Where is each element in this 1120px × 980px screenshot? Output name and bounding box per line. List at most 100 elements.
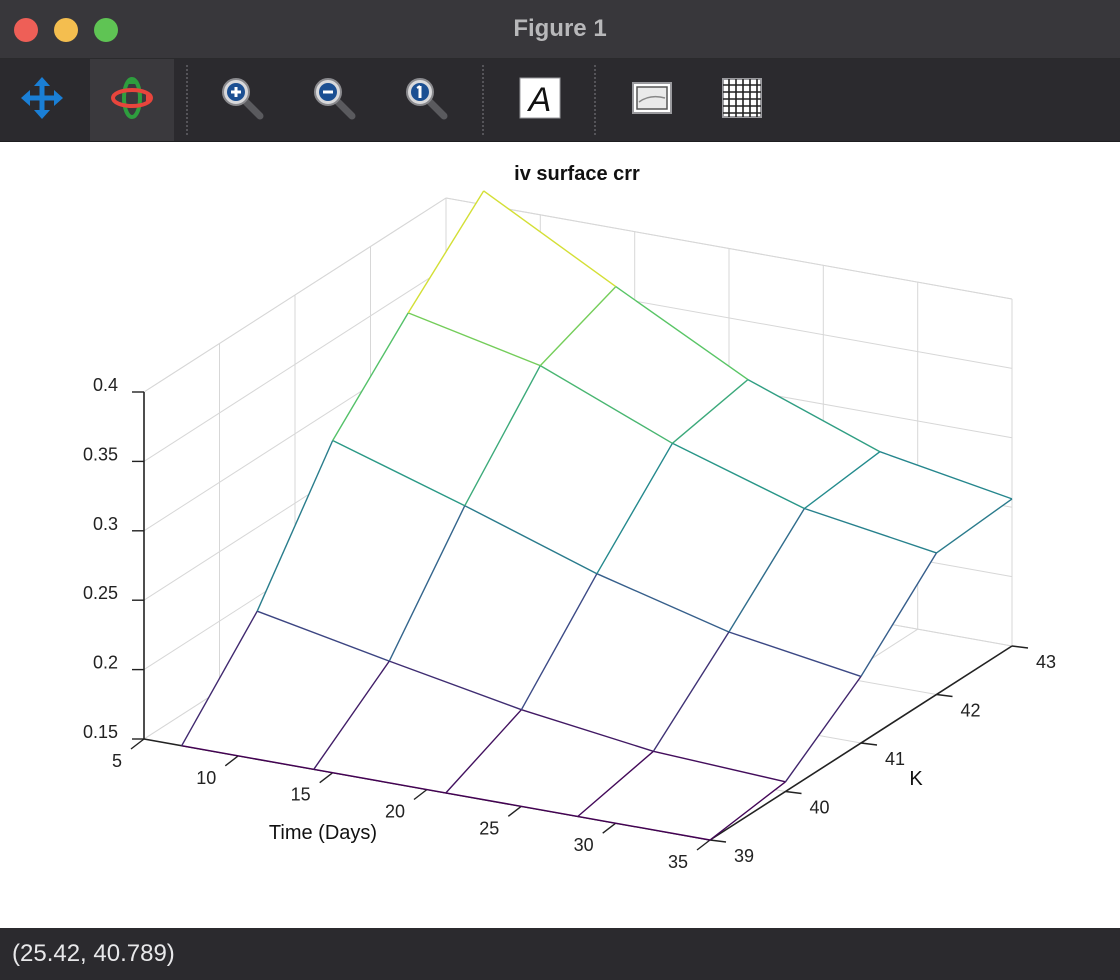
surface-chart[interactable]: iv surface crr 0.15 0.2 0.25 0.3 0.35 0.4 5 10 1… — [0, 142, 1120, 928]
mesh-edge — [596, 442, 674, 575]
surface-mesh — [181, 190, 1013, 841]
title-bar: Figure 1 — [0, 0, 1120, 59]
surface-face — [540, 286, 748, 444]
y-tick-label: 39 — [734, 846, 754, 866]
text-button[interactable]: A — [498, 59, 582, 141]
pan-button[interactable] — [0, 59, 84, 141]
zoom-out-icon — [310, 74, 358, 127]
mesh-edge — [709, 781, 786, 841]
mesh-edge — [539, 286, 617, 367]
maximize-window-button[interactable] — [94, 18, 118, 42]
mesh-edge — [728, 508, 805, 633]
mesh-edge — [332, 439, 466, 507]
toolbar-separator — [482, 65, 484, 135]
mesh-edge — [879, 451, 1013, 500]
plot-area[interactable]: iv surface crr 0.15 0.2 0.25 0.3 0.35 0.4 5 10 1… — [0, 142, 1120, 928]
mesh-edge — [596, 573, 730, 633]
surface-face — [804, 451, 1012, 553]
x-tick — [130, 738, 145, 750]
box-edge — [143, 197, 447, 393]
x-tick-label: 30 — [574, 835, 594, 855]
x-tick — [507, 805, 522, 817]
surface-face — [728, 508, 937, 677]
x-tick — [224, 755, 239, 767]
mesh-edge — [256, 440, 334, 612]
mesh-edge — [389, 660, 522, 711]
mesh-edge — [483, 190, 617, 288]
x-tick-label: 15 — [291, 785, 311, 805]
mesh-edge — [804, 507, 937, 554]
toolbar-separator — [594, 65, 596, 135]
zoom-in-button[interactable] — [200, 59, 284, 141]
mesh-edge — [577, 750, 654, 817]
surface-face — [464, 365, 673, 574]
mesh-edge — [181, 745, 314, 770]
axes-box-icon — [630, 76, 674, 125]
rotate-button[interactable] — [90, 59, 174, 141]
surface-face — [332, 312, 541, 506]
status-bar: (25.42, 40.789) — [0, 928, 1120, 980]
surface-face — [389, 505, 597, 710]
pan-arrows-icon — [20, 76, 64, 125]
minimize-window-button[interactable] — [54, 18, 78, 42]
x-tick-label: 25 — [479, 818, 499, 838]
mesh-edge — [407, 312, 541, 367]
surface-face — [313, 661, 522, 793]
zoom-reset-icon — [402, 74, 450, 127]
mesh-edge — [577, 815, 711, 841]
axes-button[interactable] — [610, 59, 694, 141]
mesh-edge — [313, 660, 390, 770]
surface-face — [521, 573, 729, 752]
z-tick-label: 0.35 — [83, 444, 118, 464]
mesh-edge — [332, 312, 409, 441]
x-tick-label: 5 — [112, 751, 122, 771]
mesh-edge — [181, 610, 258, 747]
figure-toolbar: A — [0, 59, 1120, 142]
y-tick — [860, 742, 878, 746]
mesh-edge — [653, 750, 786, 783]
zoom-in-icon — [218, 74, 266, 127]
mesh-edge — [464, 365, 541, 507]
cursor-coordinates: (25.42, 40.789) — [12, 940, 175, 967]
mesh-edge — [521, 709, 654, 752]
z-tick-label: 0.2 — [93, 653, 118, 673]
zoom-reset-button[interactable] — [384, 59, 468, 141]
y-tick-label: 42 — [961, 701, 981, 721]
mesh-edge — [860, 552, 938, 677]
surface-face — [408, 190, 616, 366]
y-tick-label: 41 — [885, 749, 905, 769]
surface-face — [596, 443, 805, 632]
mesh-edge — [784, 675, 862, 783]
x-tick — [413, 788, 428, 801]
x-axis-label: Time (Days) — [269, 822, 377, 844]
mesh-edge — [313, 768, 447, 794]
close-window-button[interactable] — [14, 18, 38, 42]
z-tick-label: 0.4 — [93, 375, 118, 395]
x-tick-label: 10 — [196, 768, 216, 788]
surface-face — [257, 440, 465, 662]
z-tick-label: 0.3 — [93, 514, 118, 534]
y-tick — [936, 693, 953, 698]
surface-face — [577, 751, 786, 840]
y-axis-label: K — [909, 768, 923, 790]
mesh-edge — [520, 573, 598, 711]
mesh-edge — [407, 190, 485, 314]
y-tick-label: 40 — [810, 798, 830, 818]
mesh-edge — [652, 631, 730, 752]
mesh-edge — [728, 631, 862, 678]
text-a-icon: A — [518, 76, 562, 125]
chart-title: iv surface crr — [514, 163, 640, 185]
y-tick — [709, 839, 727, 843]
x-tick-label: 35 — [668, 852, 688, 872]
z-tick-label: 0.25 — [83, 583, 118, 603]
surface-face — [181, 611, 390, 770]
x-tick — [602, 822, 617, 834]
grid-icon — [720, 76, 764, 125]
mesh-edge — [388, 505, 466, 662]
grid-button[interactable] — [700, 59, 784, 141]
z-tick-label: 0.15 — [83, 722, 118, 742]
zoom-out-button[interactable] — [292, 59, 376, 141]
box-edge — [445, 197, 1013, 300]
y-tick — [785, 790, 802, 795]
